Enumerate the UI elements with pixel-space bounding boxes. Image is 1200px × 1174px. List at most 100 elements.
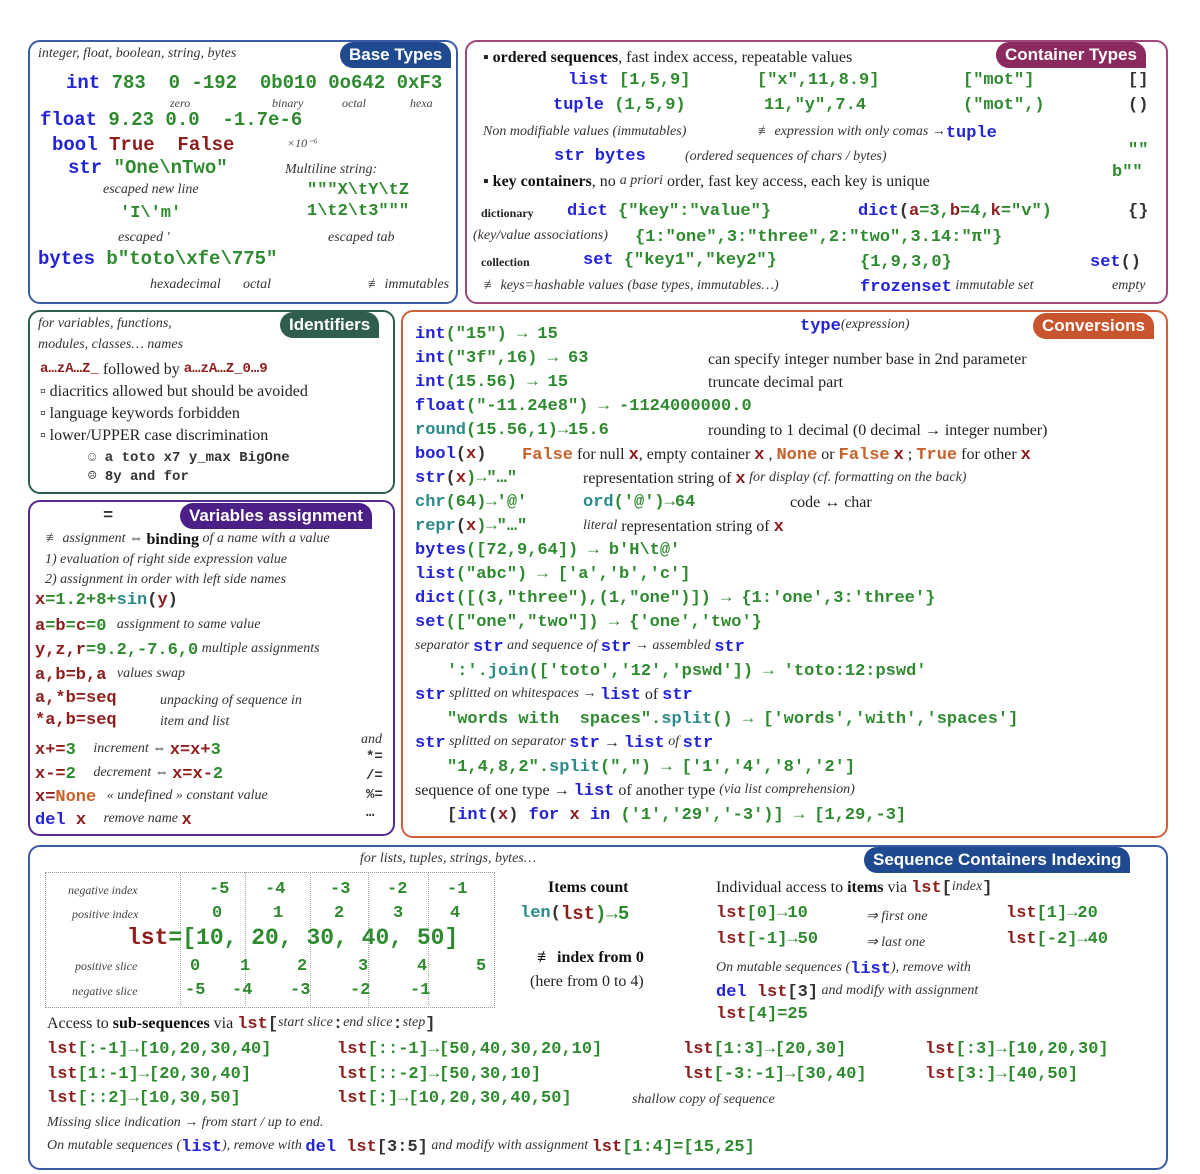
conversions-text-segment: → assembled <box>631 638 715 653</box>
indexing-line: positive index <box>72 908 138 920</box>
container-text-segment: str bytes <box>554 147 646 166</box>
container-text-segment: =3, <box>919 202 950 221</box>
variables-text-segment: del <box>35 811 76 830</box>
indexing-text-segment: positive index <box>72 907 139 921</box>
conversions-text-segment: bool <box>415 445 456 464</box>
indexing-text-segment: [::2]→[10,30,50] <box>77 1089 241 1108</box>
conversions-text-segment: x <box>628 446 639 465</box>
indexing-line: shallow copy of sequence <box>632 1093 775 1107</box>
indexing-line: lst[3:]→[40,50] <box>925 1066 1078 1083</box>
variables-text-segment: remove name <box>86 811 182 826</box>
base-line: zero <box>170 97 190 109</box>
indexing-text-segment: [1]→20 <box>1036 904 1098 923</box>
indexing-text-segment: ⇒ last one <box>866 935 926 950</box>
conversions-text-segment: x <box>1020 446 1031 465</box>
identifiers-line: modules, classes… names <box>38 338 183 352</box>
base-text-segment: hexadecimal <box>150 277 221 292</box>
base-text-segment: bytes <box>38 248 107 270</box>
indexing-line: -4 <box>232 982 252 999</box>
container-text-segment: () <box>1128 96 1149 115</box>
divider <box>428 872 429 1006</box>
base-text-segment: escaped new line <box>103 182 199 197</box>
identifiers-line: ▫ lower/UPPER case discrimination <box>40 428 268 444</box>
indexing-line: lst[0]→10 <box>716 905 808 922</box>
indexing-line: Access to sub-sequences via lst[start sl… <box>47 1016 435 1034</box>
conversions-line: ':'.join(['toto','12','pswd']) → 'toto:1… <box>447 663 927 680</box>
variables-text-segment: %= <box>366 787 383 803</box>
indexing-text-segment: -2 <box>350 981 371 1000</box>
conversions-text-segment: (['toto','12','pswd']) → 'toto:12:pswd' <box>528 662 927 681</box>
indexing-text-segment: items <box>847 879 884 896</box>
conversions-text-segment: of another type <box>614 782 720 799</box>
container-text-segment: ≢ keys=hashable values (base types, immu… <box>483 278 779 293</box>
indexing-text-segment: Items count <box>548 879 629 896</box>
container-line: set() <box>1090 254 1141 271</box>
indexing-line: ⇒ last one <box>866 936 925 950</box>
container-text-segment: b"" <box>1112 163 1143 182</box>
conversions-text-segment: int <box>415 349 446 368</box>
variables-line: *= <box>366 750 383 764</box>
container-text-segment: =4, <box>960 202 991 221</box>
container-text-segment: a <box>909 202 920 221</box>
variables-text-segment: unpacking of sequence in <box>160 693 302 708</box>
variables-text-segment: y <box>157 591 168 610</box>
indexing-line: 0 <box>212 905 222 922</box>
conversions-text-segment: ) <box>476 445 487 464</box>
conversions-line: bool(x) <box>415 446 486 463</box>
indexing-text-segment: )→5 <box>595 903 630 925</box>
container-text-segment: key containers <box>492 173 592 190</box>
conversions-text-segment: False <box>838 446 890 465</box>
indexing-text-segment: 0 <box>190 957 201 976</box>
divider <box>368 872 369 1006</box>
identifiers-line: ☺ a toto x7 y_max BigOne <box>88 451 290 465</box>
indexing-line: -2 <box>387 881 407 898</box>
container-text-segment: Non modifiable values (immutables) <box>483 124 687 139</box>
variables-line: item and list <box>160 715 229 729</box>
variables-text-segment: values swap <box>106 666 185 681</box>
variables-text-segment: 3 <box>65 741 76 760</box>
indexing-text-segment: [ <box>941 879 952 898</box>
indexing-line: negative index <box>68 884 138 896</box>
indexing-text-segment: lst <box>911 879 942 898</box>
base-text-segment: ×10⁻⁶ <box>287 136 318 150</box>
indexing-line: lst[1:3]→[20,30] <box>683 1041 846 1058</box>
identifiers-line: a…zA…Z_ followed by a…zA…Z_0…9 <box>40 362 268 378</box>
conversions-line: ord('@')→64 <box>583 494 695 511</box>
conversions-line: bytes([72,9,64]) → b'H\t@' <box>415 542 680 559</box>
variables-line: unpacking of sequence in <box>160 694 302 708</box>
conversions-text-segment: x <box>466 445 477 464</box>
indexing-line: -5 <box>209 881 229 898</box>
divider <box>310 872 311 1006</box>
variables-text-segment: = <box>103 507 114 526</box>
container-line: b"" <box>1112 164 1143 181</box>
conversions-text-segment: False <box>522 446 574 465</box>
identifiers-text-segment: followed by <box>98 361 184 378</box>
variables-line: x=None « undefined » constant value <box>35 789 268 807</box>
indexing-text-segment: lst <box>47 1089 78 1108</box>
conversions-line: int("3f",16) → 63 <box>415 350 588 367</box>
conversions-text-segment: list <box>623 734 665 753</box>
conversions-text-segment: (["one","two"]) → {'one','two'} <box>445 613 762 632</box>
conversions-text-segment: int <box>415 373 446 392</box>
variables-text-segment: item and list <box>160 714 230 729</box>
base-text-segment: 783 0 -192 0b010 0o642 0xF3 <box>111 72 443 94</box>
indexing-line: -4 <box>265 881 285 898</box>
conversions-line: code ↔ char <box>790 495 872 511</box>
conversions-text-segment: ( <box>455 517 467 536</box>
indexing-text-segment: lst <box>47 1065 78 1084</box>
conversions-text-segment: representation string of <box>583 470 736 487</box>
variables-text-segment: 2 <box>212 765 224 784</box>
conversions-text-segment: for display (cf. formatting on the back) <box>745 470 967 485</box>
container-line: ("mot",) <box>963 97 1045 114</box>
container-text-segment: order, fast key access, each key is uniq… <box>662 173 930 190</box>
identifiers-text-segment: a…zA…Z_ <box>40 361 99 377</box>
variables-text-segment: x+= <box>35 741 66 760</box>
base-text-segment: octal <box>243 277 271 292</box>
indexing-text-segment: ] <box>982 879 993 898</box>
indexing-text-segment: negative index <box>68 883 138 897</box>
base-types-title: Base Types <box>340 42 452 68</box>
indexing-text-segment: lst <box>560 903 596 925</box>
container-types-title: Container Types <box>996 42 1146 68</box>
indexing-line: lst[1]→20 <box>1006 905 1098 922</box>
sequence-indexing-title: Sequence Containers Indexing <box>864 847 1131 873</box>
